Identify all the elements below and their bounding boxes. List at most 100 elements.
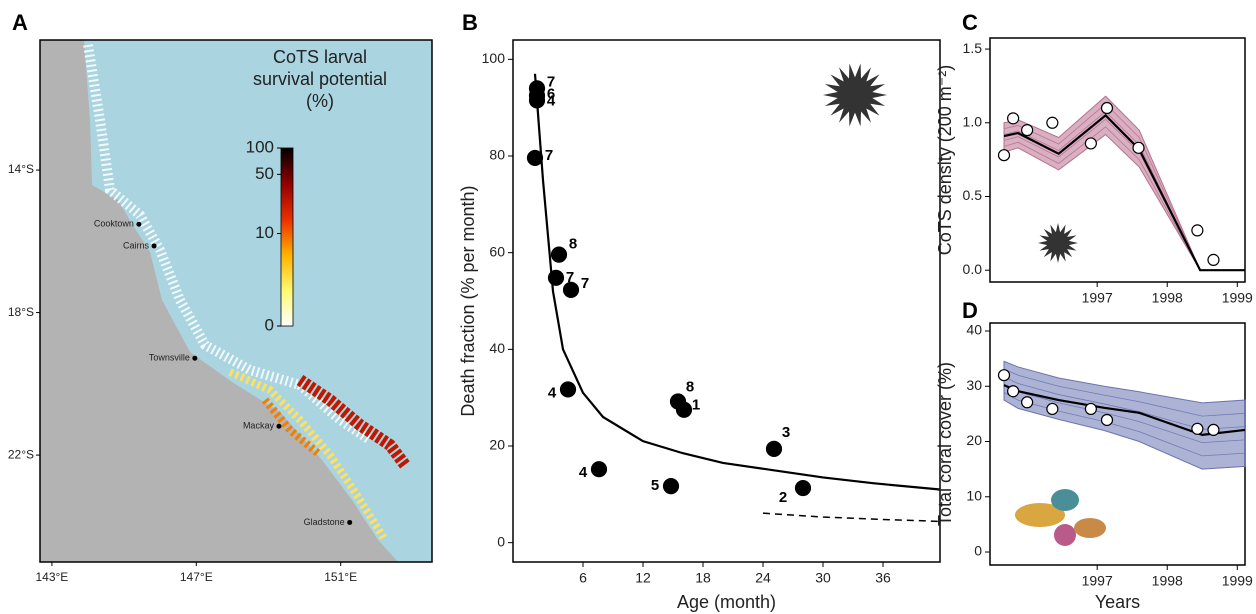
data-point: [1046, 402, 1059, 416]
data-point: [590, 461, 608, 478]
data-point: [1046, 116, 1059, 129]
y-tick-label: 0.0: [963, 261, 983, 277]
y-tick-label: 1.5: [963, 40, 983, 56]
x-tick-label: 36: [875, 570, 891, 586]
coral-icon: [1054, 524, 1076, 546]
point-label: 2: [779, 489, 787, 506]
starfish-icon: [1038, 223, 1078, 263]
town-marker: [151, 243, 157, 249]
y-axis-label: Death fraction (% per month): [458, 185, 478, 416]
data-point: [1100, 101, 1114, 115]
point-label: 4: [547, 93, 556, 110]
y-tick-label: 0.5: [963, 187, 983, 203]
ensemble-line: [1003, 368, 1246, 417]
y-tick-label: 80: [489, 147, 505, 163]
town-marker: [192, 355, 198, 361]
x-tick-label: 1999: [1222, 290, 1253, 306]
x-tick-label: 6: [579, 570, 587, 586]
legend-title: (%): [306, 91, 334, 111]
point-label: 3: [782, 424, 790, 441]
y-tick-label: 40: [489, 340, 505, 356]
point-label: 4: [579, 464, 588, 481]
point-label: 4: [548, 384, 557, 401]
x-tick-label: 1998: [1152, 573, 1183, 589]
point-label: 6: [547, 85, 555, 102]
y-tick-label: 60: [489, 243, 505, 259]
data-point: [1207, 253, 1220, 266]
y-tick-label: 40: [966, 322, 982, 338]
x-tick-label: 151°E: [324, 570, 357, 584]
town-label: Cooktown: [94, 219, 134, 229]
point-label: 1: [692, 397, 700, 414]
colorbar-tick-label: 0: [265, 315, 274, 334]
data-point: [997, 369, 1011, 382]
line: [762, 512, 941, 523]
y-tick-label: 20: [966, 432, 982, 448]
line: [1003, 113, 1245, 272]
town-label: Mackay: [243, 421, 275, 431]
data-point: [1021, 124, 1034, 137]
reef-yellow: [228, 368, 389, 543]
data-point: [559, 381, 577, 398]
x-tick-label: 143°E: [35, 570, 68, 584]
data-point: [562, 281, 580, 298]
data-point: [1132, 141, 1145, 154]
data-point: [1084, 137, 1097, 150]
panel-letter: C: [962, 10, 978, 35]
data-point: [675, 401, 693, 418]
x-tick-label: 1997: [1082, 290, 1113, 306]
data-point: [1084, 402, 1097, 416]
land: [40, 40, 398, 562]
plot-frame: [989, 37, 1246, 283]
town-marker: [136, 221, 142, 227]
data-point: [1191, 224, 1204, 237]
y-tick-label: 1.0: [963, 113, 983, 129]
panel-letter: D: [962, 298, 978, 323]
point-label: 7: [547, 73, 555, 90]
data-point: [997, 149, 1011, 162]
x-tick-label: 1999: [1222, 573, 1253, 589]
town-marker: [276, 423, 282, 429]
data-point: [1007, 385, 1020, 398]
x-tick-label: 24: [755, 570, 771, 586]
x-tick-label: 147°E: [180, 570, 213, 584]
line: [533, 73, 941, 491]
x-tick-label: 30: [815, 570, 831, 586]
data-point: [1207, 423, 1220, 437]
reef-orange: [261, 397, 323, 459]
y-tick-label: 14°S: [8, 162, 34, 176]
data-point: [1100, 413, 1114, 427]
ensemble-band: [1003, 360, 1246, 470]
y-axis-label: Total coral cover (%): [935, 362, 955, 526]
y-axis-label: CoTS density (200 m⁻²): [935, 65, 955, 256]
point-label: 8: [569, 236, 577, 253]
town-label: Cairns: [123, 240, 150, 250]
data-point: [550, 246, 568, 263]
point-label: 8: [686, 379, 694, 396]
panel-letter: B: [462, 10, 478, 35]
coral-icon: [1051, 489, 1079, 511]
data-point: [1021, 396, 1034, 409]
y-tick-label: 10: [966, 487, 982, 503]
point-label: 5: [651, 477, 659, 494]
data-point: [662, 478, 680, 495]
coral-icon: [1074, 518, 1106, 538]
y-tick-label: 30: [966, 377, 982, 393]
legend-title: survival potential: [253, 69, 387, 89]
x-tick-label: 18: [695, 570, 711, 586]
data-point: [526, 149, 544, 167]
coral-icon: [1015, 503, 1065, 527]
point-label: 7: [581, 275, 589, 292]
y-tick-label: 22°S: [8, 447, 34, 461]
x-axis-label: Age (month): [677, 592, 776, 612]
y-tick-label: 20: [489, 437, 505, 453]
y-tick-label: 18°S: [8, 305, 34, 319]
x-tick-label: 1998: [1152, 290, 1183, 306]
point-label: 7: [545, 147, 553, 164]
town-marker: [347, 519, 353, 525]
colorbar-tick-label: 50: [255, 164, 274, 183]
panel-letter: A: [12, 10, 28, 35]
point-label: 7: [566, 269, 574, 286]
x-tick-label: 1997: [1082, 573, 1113, 589]
